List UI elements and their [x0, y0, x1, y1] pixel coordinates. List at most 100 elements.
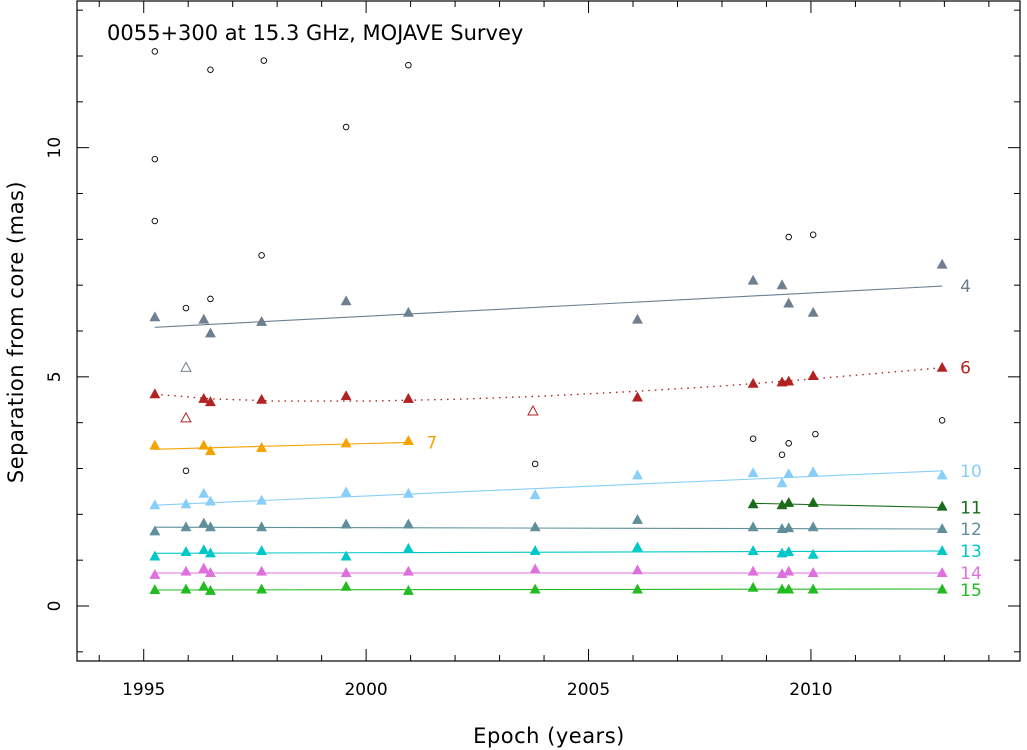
- x-axis-title: Epoch (years): [473, 724, 625, 748]
- component-13-point: [149, 550, 161, 561]
- component-7-point: [204, 445, 216, 456]
- component-14-point: [256, 565, 268, 576]
- component-6-point: [149, 388, 161, 399]
- component-13-point: [807, 548, 819, 559]
- component-10-point: [936, 469, 948, 480]
- unassigned-point: [531, 460, 539, 468]
- component-4-point: [180, 361, 192, 372]
- component-14-point: [204, 567, 216, 578]
- unassigned-point: [207, 66, 214, 73]
- component-label-4: 4: [960, 277, 971, 297]
- component-12-point: [529, 521, 541, 532]
- component-6-point: [180, 411, 192, 423]
- fit-line-11: [753, 502, 943, 509]
- component-12-point: [807, 521, 819, 532]
- unassigned-point: [785, 233, 792, 241]
- component-15-point: [632, 583, 643, 594]
- component-10-point: [776, 477, 788, 488]
- component-10-point: [256, 494, 268, 505]
- unassigned-point: [749, 435, 757, 442]
- unassigned-point: [785, 440, 792, 447]
- plot-frame: [76, 0, 1021, 662]
- component-15-point: [149, 584, 161, 595]
- component-6-point: [340, 390, 352, 401]
- component-4-point: [936, 258, 948, 269]
- component-14-point: [936, 567, 948, 578]
- x-tick-label: 2000: [344, 680, 387, 700]
- component-4-point: [149, 311, 161, 322]
- component-4-point: [632, 313, 643, 324]
- component-15-point: [204, 585, 216, 595]
- component-label-10: 10: [960, 462, 982, 482]
- component-13-point: [198, 544, 210, 555]
- component-7-point: [256, 442, 268, 452]
- component-6-point: [402, 393, 414, 403]
- component-14-point: [783, 565, 795, 576]
- component-11-point: [807, 497, 819, 507]
- component-4-point: [807, 306, 819, 317]
- component-13-point: [204, 547, 216, 558]
- unassigned-point: [182, 304, 190, 312]
- component-13-point: [529, 545, 541, 556]
- component-10-point: [632, 469, 643, 480]
- component-13-point: [402, 542, 414, 553]
- component-6-point: [747, 377, 759, 388]
- component-12-point: [149, 525, 161, 536]
- component-15-point: [776, 583, 788, 594]
- component-14-point: [340, 567, 352, 578]
- fit-line-12: [154, 526, 943, 530]
- unassigned-point: [260, 57, 268, 64]
- component-10-point: [198, 487, 210, 498]
- component-15-point: [340, 580, 352, 591]
- component-15-point: [783, 583, 795, 594]
- axis-ticks: [77, 1, 1020, 661]
- component-12-point: [402, 518, 414, 529]
- component-10-point: [783, 468, 795, 479]
- component-15-point: [807, 583, 819, 594]
- y-tick-label: 0: [45, 601, 65, 612]
- unassigned-point: [809, 231, 817, 238]
- component-4-point: [776, 279, 788, 290]
- component-13-point: [256, 545, 268, 556]
- component-4-point: [340, 295, 352, 306]
- component-markers: [149, 258, 948, 595]
- component-6-point: [783, 375, 795, 386]
- component-7-point: [198, 439, 210, 450]
- component-13-point: [747, 545, 759, 556]
- y-tick-label: 5: [45, 371, 65, 382]
- component-6-point: [936, 361, 948, 372]
- component-10-point: [340, 486, 352, 497]
- unassigned-point: [812, 430, 819, 438]
- component-4-point: [783, 297, 795, 308]
- x-tick-labels: 1995 2000 2005 2010: [122, 680, 832, 700]
- component-label-11: 11: [960, 498, 982, 518]
- unassigned-point: [342, 123, 350, 131]
- component-10-point: [180, 498, 192, 509]
- component-13-point: [180, 546, 192, 556]
- unassigned-point: [938, 417, 946, 424]
- x-tick-label: 2010: [789, 680, 832, 700]
- component-12-point: [936, 523, 948, 534]
- component-label-12: 12: [960, 520, 982, 540]
- component-6-point: [632, 391, 643, 402]
- component-10-point: [747, 467, 759, 478]
- component-14-point: [198, 562, 210, 573]
- component-14-point: [632, 564, 643, 575]
- fit-line-6: [154, 367, 943, 402]
- component-label-13: 13: [960, 542, 982, 562]
- component-15-point: [402, 585, 414, 595]
- component-14-point: [402, 565, 414, 576]
- component-4-point: [747, 274, 759, 285]
- y-tick-label: 10: [45, 137, 65, 159]
- component-15-point: [198, 580, 210, 591]
- unassigned-point: [151, 217, 159, 225]
- unassigned-point: [207, 295, 214, 303]
- component-4-point: [204, 327, 216, 338]
- y-axis-title: Separation from core (mas): [4, 181, 28, 483]
- component-13-point: [783, 546, 795, 556]
- component-14-point: [149, 569, 161, 579]
- component-14-point: [180, 565, 192, 576]
- component-13-point: [340, 550, 352, 561]
